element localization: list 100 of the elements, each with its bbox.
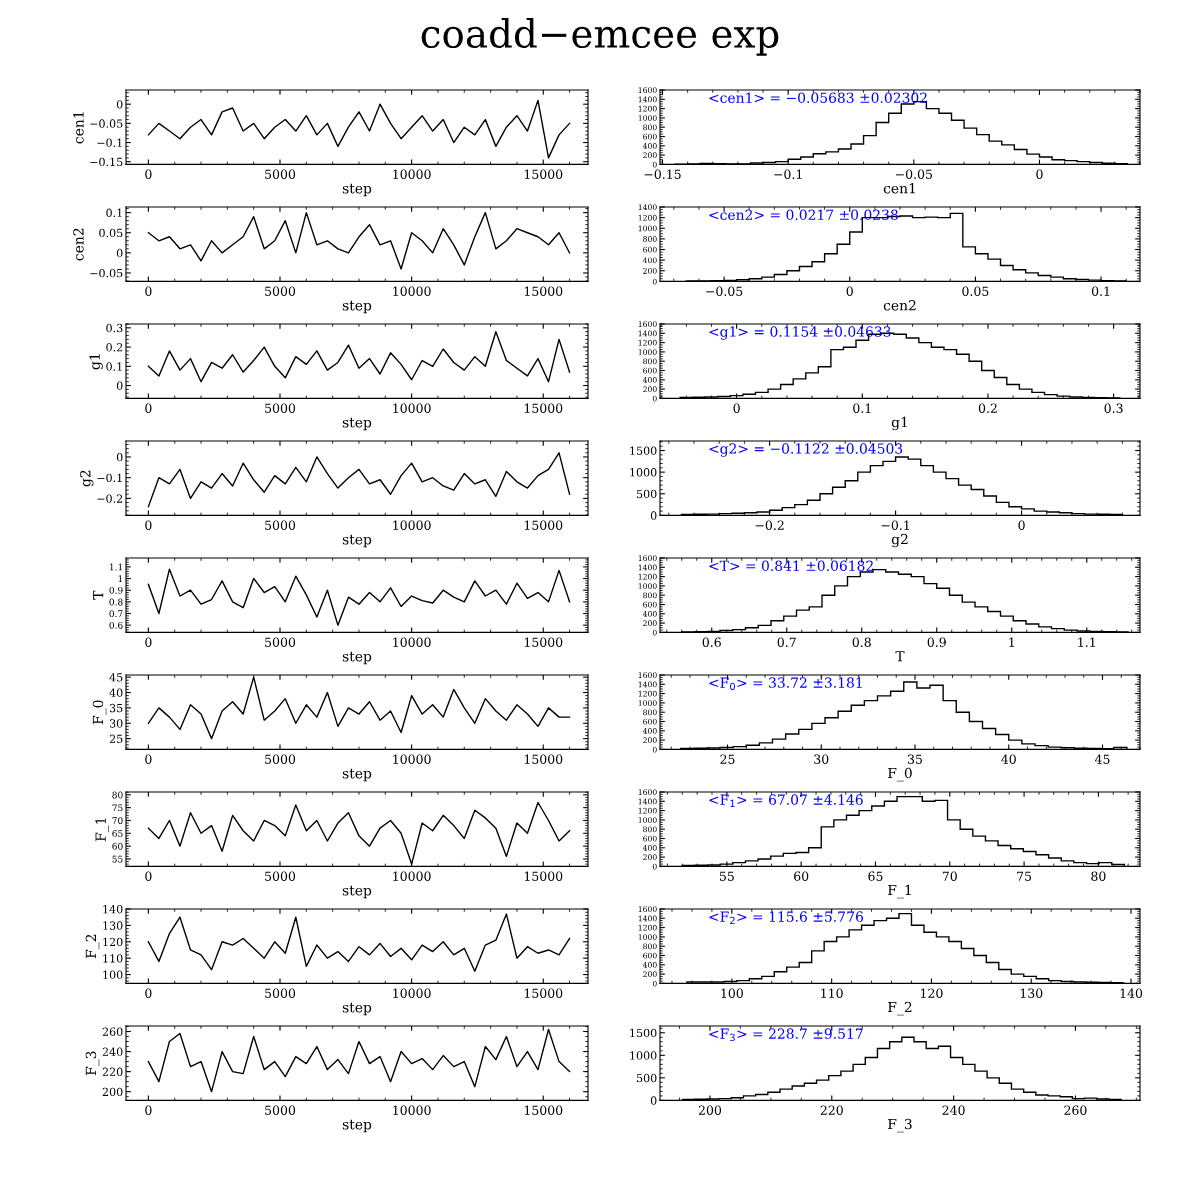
y-axis-title: F_2 [85,934,100,959]
y-tick-label: 65 [112,830,123,837]
x-tick-label: 15000 [524,286,563,296]
x-tick-label: 25 [720,754,735,764]
y-tick-label: 0.1 [106,362,122,371]
y-tick-label: 75 [112,804,123,812]
x-tick-label: 10000 [393,1105,431,1115]
x-tick-label: 5000 [265,988,296,998]
y-tick-label: 120 [103,937,123,947]
x-axis-title: cen2 [883,299,916,311]
x-tick-label: 10000 [393,403,431,413]
x-tick-label: 5000 [265,286,296,296]
x-tick-label: 15000 [524,871,563,881]
line-series [147,99,571,159]
x-tick-label: 0 [846,286,853,296]
x-tick-label: 0.1 [853,403,871,413]
x-axis-title: F_0 [888,767,912,782]
annotation: <g1> = 0.1154 ±0.04633 [709,326,891,340]
y-tick-label: 0 [650,511,657,520]
x-tick-label: 15000 [524,520,563,530]
line-series [147,211,571,270]
y-tick-label: −0.15 [90,157,123,167]
y-tick-label: 0.05 [99,228,123,238]
x-axis-title: step [342,417,372,431]
annotation: <F$_{2}$> = 115.6 ±5.776 [709,911,864,924]
x-axis-title: g1 [891,416,907,431]
x-tick-label: 0 [145,169,152,179]
x-tick-label: 1.1 [1078,637,1095,647]
y-tick-label: 1 [118,575,122,582]
x-tick-label: −0.1 [774,169,802,179]
x-tick-label: 15000 [524,637,563,647]
y-tick-label: 0 [116,248,123,258]
y-tick-label: 1500 [630,446,657,455]
x-tick-label: 140 [1120,988,1143,998]
x-tick-label: 15000 [524,403,563,413]
x-tick-label: 200 [698,1105,722,1115]
x-axis-title: step [342,1119,372,1133]
y-axis-title: F_1 [95,818,109,842]
y-tick-label: 500 [636,1073,657,1083]
y-axis-title: g1 [89,354,103,370]
x-tick-label: 5000 [265,520,296,530]
x-tick-label: 0 [145,637,152,647]
y-axis-title: T [93,590,104,600]
x-tick-label: 220 [820,1105,843,1115]
x-tick-label: 15000 [524,988,563,998]
annotation: <F$_{1}$> = 67.07 ±4.146 [709,794,863,807]
y-tick-label: 0.7 [109,610,123,618]
x-tick-label: 60 [794,871,809,881]
annotation: <cen1> = −0.05683 ±0.02302 [709,92,927,103]
x-axis-title: step [342,885,372,899]
x-tick-label: 0.7 [777,637,796,647]
y-tick-label: −0.2 [97,494,123,503]
x-tick-label: 0 [145,286,152,296]
x-tick-label: 100 [721,988,743,998]
y-tick-label: 220 [102,1067,123,1076]
y-tick-label: 1500 [630,1028,657,1038]
x-tick-label: 5000 [265,1105,296,1115]
x-tick-label: 70 [942,871,957,881]
x-tick-label: 0.2 [978,403,997,413]
x-tick-label: 0 [1036,169,1043,179]
y-axis-title: cen2 [73,228,84,261]
line-series [147,1028,571,1093]
x-tick-label: 0 [145,754,152,764]
line-series [147,913,571,972]
x-axis-title: step [342,651,372,665]
x-axis-title: cen1 [883,182,915,194]
x-tick-label: 65 [868,871,883,881]
x-tick-label: 0 [145,520,152,530]
annotation: <F$_{3}$> = 228.7 ±9.517 [709,1028,863,1042]
y-tick-label: 40 [109,688,123,697]
x-tick-label: 15000 [524,169,563,179]
y-tick-label: 0.9 [109,586,123,594]
x-tick-label: 10000 [393,520,431,530]
x-tick-label: 0 [145,988,152,998]
x-tick-label: 0.1 [1091,286,1110,296]
x-tick-label: 110 [821,988,843,998]
y-tick-label: 30 [109,719,123,728]
x-axis-title: step [342,300,372,314]
x-tick-label: 0 [1018,520,1025,530]
x-tick-label: 35 [908,754,922,764]
x-tick-label: 5000 [265,403,296,413]
x-tick-label: 15000 [524,754,563,764]
y-tick-label: 0 [650,1096,657,1105]
line-series [147,330,571,383]
y-tick-label: 0 [116,381,123,390]
x-tick-label: 1 [1009,637,1014,647]
y-tick-label: 130 [103,921,123,930]
annotation: <T> = 0.841 ±0.06182 [709,560,873,571]
y-tick-label: 25 [109,734,123,744]
y-tick-label: 100 [103,970,123,979]
x-tick-label: 0.6 [702,637,721,647]
x-tick-label: −0.05 [706,286,743,296]
x-tick-label: 10000 [393,286,431,296]
x-tick-label: 10000 [393,754,431,764]
y-tick-label: 200 [102,1087,123,1097]
x-tick-label: 10000 [393,871,431,881]
x-tick-label: 55 [719,871,734,881]
x-axis-title: step [342,534,372,548]
x-tick-label: 0.8 [852,637,871,647]
x-axis-title: step [342,768,372,782]
